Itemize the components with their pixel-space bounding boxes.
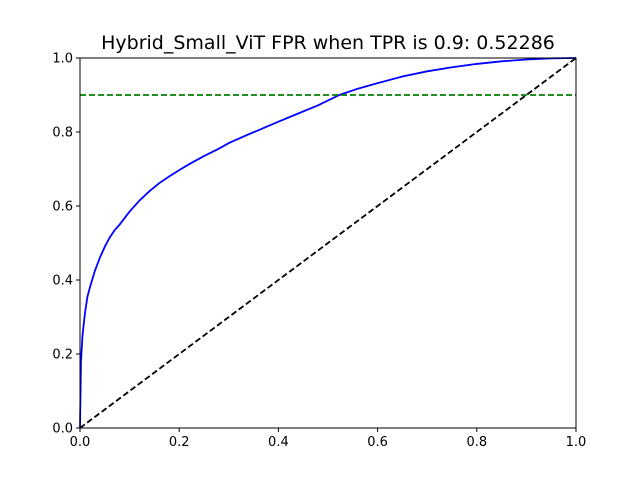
y-tick-label: 0.4 bbox=[52, 274, 73, 289]
x-tick-label: 1.0 bbox=[566, 435, 587, 450]
x-tick-label: 0.4 bbox=[268, 435, 289, 450]
plot-area bbox=[79, 57, 577, 429]
x-tick-label: 0.6 bbox=[367, 435, 388, 450]
random-baseline-line bbox=[79, 57, 577, 429]
y-tick-label: 1.0 bbox=[52, 52, 73, 67]
y-tick-label: 0.0 bbox=[52, 422, 73, 437]
x-tick-label: 0.2 bbox=[169, 435, 190, 450]
roc-curve-line bbox=[79, 57, 577, 429]
x-tick-label: 0.8 bbox=[466, 435, 487, 450]
y-tick-label: 0.2 bbox=[52, 348, 73, 363]
y-tick-label: 0.8 bbox=[52, 126, 73, 141]
plot-frame bbox=[79, 57, 577, 429]
x-tick-label: 0.0 bbox=[70, 435, 91, 450]
y-tick-label: 0.6 bbox=[52, 200, 73, 215]
y-axis: 0.0 0.2 0.4 0.6 0.8 1.0 bbox=[52, 52, 80, 437]
chart-title: Hybrid_Small_ViT FPR when TPR is 0.9: 0.… bbox=[101, 32, 555, 54]
x-axis: 0.0 0.2 0.4 0.6 0.8 1.0 bbox=[70, 428, 587, 450]
